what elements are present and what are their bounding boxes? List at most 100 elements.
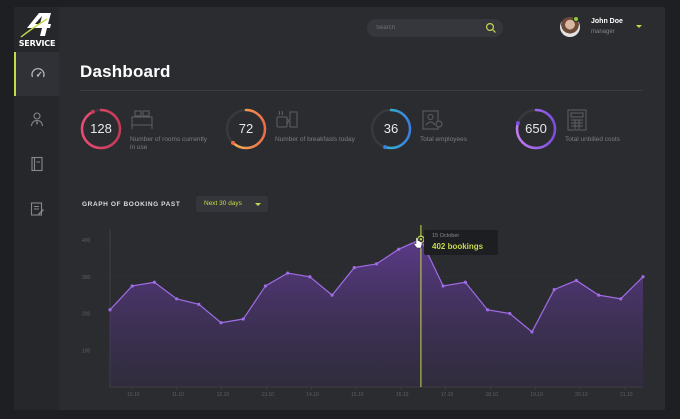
data-point[interactable] — [197, 302, 201, 306]
nav-item-book[interactable] — [14, 142, 59, 186]
speedometer-icon — [30, 67, 45, 78]
x-tick-label: 20.10 — [575, 392, 588, 398]
logo-mark-icon — [20, 13, 51, 38]
data-point[interactable] — [374, 262, 379, 266]
stat-value: 128 — [90, 121, 112, 136]
x-tick-label: 16.10 — [396, 392, 409, 398]
data-point[interactable] — [219, 321, 223, 325]
breakfast-icon — [276, 110, 298, 128]
tooltip-value: 402 bookings — [432, 242, 484, 251]
ring-progress — [80, 108, 122, 150]
ring-endpoint — [90, 109, 95, 114]
y-tick-label: 200 — [82, 312, 91, 318]
data-point[interactable] — [108, 308, 112, 312]
calculator-icon — [567, 109, 587, 131]
data-point[interactable] — [352, 265, 356, 270]
data-point[interactable] — [619, 297, 623, 301]
stat-rooms: 128 Number of rooms currently in use — [79, 107, 219, 157]
sidebar: SERVICE — [14, 7, 59, 410]
ring-gauge — [515, 108, 557, 150]
data-point[interactable] — [441, 284, 445, 288]
data-point[interactable] — [508, 311, 512, 316]
chevron-down-icon[interactable] — [636, 25, 642, 28]
data-point[interactable] — [574, 278, 578, 283]
user-name: John Doe — [591, 18, 623, 25]
stat-value: 36 — [383, 121, 399, 136]
nav-item-employees[interactable] — [14, 97, 59, 141]
data-point[interactable] — [286, 271, 290, 275]
search-input[interactable] — [376, 22, 476, 34]
stat-label: Total employees — [420, 136, 467, 143]
data-point[interactable] — [130, 284, 134, 288]
x-tick-label: 12.10 — [217, 392, 230, 398]
divider — [80, 90, 643, 91]
hand-cursor-icon — [413, 237, 423, 249]
data-point[interactable] — [397, 247, 401, 251]
y-tick-label: 400 — [82, 238, 91, 244]
data-point[interactable] — [263, 284, 268, 288]
x-tick-label: 13.10 — [261, 392, 274, 398]
data-point[interactable] — [308, 275, 312, 279]
ring-gauge — [225, 108, 267, 150]
ring-progress — [225, 108, 267, 150]
chart-tooltip: 15 October 402 bookings — [424, 230, 498, 255]
data-point[interactable] — [152, 280, 157, 284]
data-point[interactable] — [330, 293, 334, 297]
chevron-down-icon — [255, 203, 261, 206]
data-point[interactable] — [641, 275, 645, 279]
graph-title: GRAPH OF BOOKING PAST — [82, 201, 181, 208]
stat-unbilled: 650 Total unbilled costs — [514, 107, 654, 157]
stat-breakfasts: 72 Number of breakfasts today — [224, 107, 364, 157]
stat-value: 650 — [525, 121, 547, 136]
data-point[interactable] — [175, 297, 179, 301]
data-point[interactable] — [552, 288, 556, 292]
bed-icon — [131, 110, 153, 129]
x-tick-label: 18.10 — [486, 392, 499, 398]
x-tick-label: 21.10 — [620, 392, 633, 398]
x-tick-label: 11.10 — [172, 392, 184, 398]
range-select[interactable]: Next 30 days — [196, 196, 268, 212]
stat-label: Number of rooms currently in use — [130, 136, 207, 151]
range-select-label: Next 30 days — [204, 200, 242, 207]
area-fill — [110, 239, 643, 387]
ring-progress — [515, 108, 557, 150]
data-point[interactable] — [596, 293, 601, 297]
search-bar[interactable] — [367, 19, 503, 37]
x-tick-label: 19.10 — [530, 392, 543, 398]
x-tick-label: 14.10 — [306, 392, 319, 398]
data-point[interactable] — [485, 308, 490, 312]
y-tick-label: 100 — [82, 348, 91, 354]
ring-gauge — [80, 108, 122, 150]
booking-chart[interactable]: 400 300 200 100 10.10 11.10 12.10 13.10 14.10 15.… — [78, 225, 653, 403]
tooltip-date: 15 October — [432, 233, 460, 239]
data-point[interactable] — [530, 330, 534, 334]
ring-endpoint — [515, 121, 520, 126]
nav-item-dashboard[interactable] — [14, 52, 59, 96]
data-point[interactable] — [241, 317, 245, 321]
ring-endpoint — [230, 140, 235, 145]
employees-icon — [422, 110, 443, 130]
y-tick-label: 300 — [82, 275, 91, 281]
user-menu[interactable]: John Doe manager — [560, 16, 650, 41]
book-icon — [30, 156, 43, 172]
ring-endpoint — [383, 145, 388, 150]
nav-item-documents[interactable] — [14, 187, 59, 231]
x-tick-label: 17.10 — [441, 392, 454, 398]
data-point[interactable] — [463, 280, 467, 284]
person-icon — [30, 112, 43, 127]
x-tick-label: 15.10 — [351, 392, 364, 398]
online-status-dot — [573, 16, 579, 22]
highlight-point-core — [419, 238, 423, 241]
document-icon — [30, 202, 44, 216]
ring-progress — [370, 108, 412, 150]
brand-logo[interactable]: SERVICE — [17, 11, 57, 51]
page-title: Dashboard — [80, 62, 171, 81]
stat-value: 72 — [238, 121, 254, 136]
avatar[interactable] — [560, 17, 580, 37]
x-tick-label: 10.10 — [127, 392, 140, 398]
search-icon[interactable] — [485, 22, 497, 34]
user-role: manager — [591, 29, 615, 35]
stat-employees: 36 Total employees — [369, 107, 509, 157]
ring-gauge — [370, 108, 412, 150]
stat-label: Total unbilled costs — [565, 136, 620, 143]
